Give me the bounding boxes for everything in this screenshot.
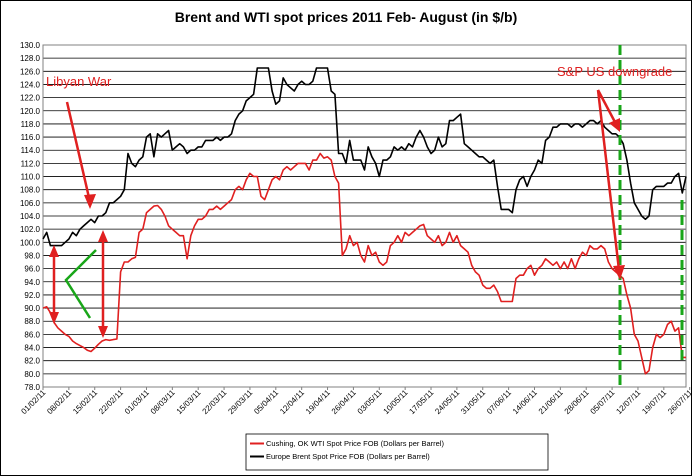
y-tick-label: 110.0 xyxy=(21,173,41,182)
legend-label-wti: Cushing, OK WTI Spot Price FOB (Dollars … xyxy=(266,439,444,448)
libyan-war-arrow xyxy=(65,101,92,203)
brent-series-line xyxy=(42,67,687,247)
y-tick-label: 104.0 xyxy=(20,212,41,221)
legend: Cushing, OK WTI Spot Price FOB (Dollars … xyxy=(245,433,549,471)
sp-arrow-to-brent xyxy=(596,89,618,125)
sp-arrowhead-brent xyxy=(609,118,620,132)
y-tick-label: 112.0 xyxy=(21,159,41,168)
wti-gap-arrowhead-left-top xyxy=(49,245,59,257)
chart-title: Brent and WTI spot prices 2011 Feb- Augu… xyxy=(175,9,518,25)
legend-box xyxy=(245,433,549,471)
y-tick-label: 102.0 xyxy=(20,225,41,234)
wti-gap-arrowhead-left-bottom xyxy=(49,312,59,324)
libyan-war-arrowhead xyxy=(84,194,96,209)
annotation-sp-downgrade: S&P US downgrade xyxy=(557,64,672,79)
y-tick-label: 130.0 xyxy=(20,41,41,50)
y-tick-label: 88.0 xyxy=(24,317,40,326)
y-tick-label: 94.0 xyxy=(24,278,40,287)
annotation-libyan-war: Libyan War xyxy=(46,74,112,89)
y-tick-label: 114.0 xyxy=(21,146,41,155)
y-tick-label: 122.0 xyxy=(20,94,41,103)
wti-gap-arrowhead-right-top xyxy=(98,230,108,242)
legend-label-brent: Europe Brent Spot Price FOB (Dollars per… xyxy=(266,452,430,461)
y-tick-label: 108.0 xyxy=(20,186,41,195)
y-tick-label: 86.0 xyxy=(24,330,40,339)
y-tick-label: 82.0 xyxy=(24,357,40,366)
y-tick-label: 118.0 xyxy=(21,120,41,129)
sp-arrow-to-wti xyxy=(596,89,621,271)
y-tick-label: 126.0 xyxy=(20,67,41,76)
green-check-mark xyxy=(64,249,97,319)
y-tick-label: 128.0 xyxy=(20,54,41,63)
y-tick-label: 84.0 xyxy=(24,344,40,353)
y-tick-label: 96.0 xyxy=(24,265,40,274)
y-tick-label: 80.0 xyxy=(24,370,40,379)
wti-gap-arrowhead-right-bottom xyxy=(98,326,108,338)
y-tick-label: 116.0 xyxy=(21,133,41,142)
y-tick-label: 106.0 xyxy=(20,199,41,208)
y-tick-label: 100.0 xyxy=(20,238,41,247)
series-lines xyxy=(42,67,687,375)
y-tick-label: 90.0 xyxy=(24,304,40,313)
y-tick-label: 78.0 xyxy=(24,383,40,392)
y-tick-label: 120.0 xyxy=(20,107,41,116)
y-axis-tick-labels: 78.0 80.0 82.0 84.0 86.0 88.0 90.0 92.0 94.0 96.0… xyxy=(20,41,41,392)
y-tick-label: 92.0 xyxy=(24,291,40,300)
wti-series-line xyxy=(42,152,686,375)
y-tick-label: 124.0 xyxy=(20,80,41,89)
y-tick-label: 98.0 xyxy=(24,251,40,260)
annotation-overlays: Libyan War S&P US downgrade xyxy=(46,45,684,387)
sp-arrowhead-wti xyxy=(613,265,625,280)
plot-area-frame xyxy=(42,44,687,388)
